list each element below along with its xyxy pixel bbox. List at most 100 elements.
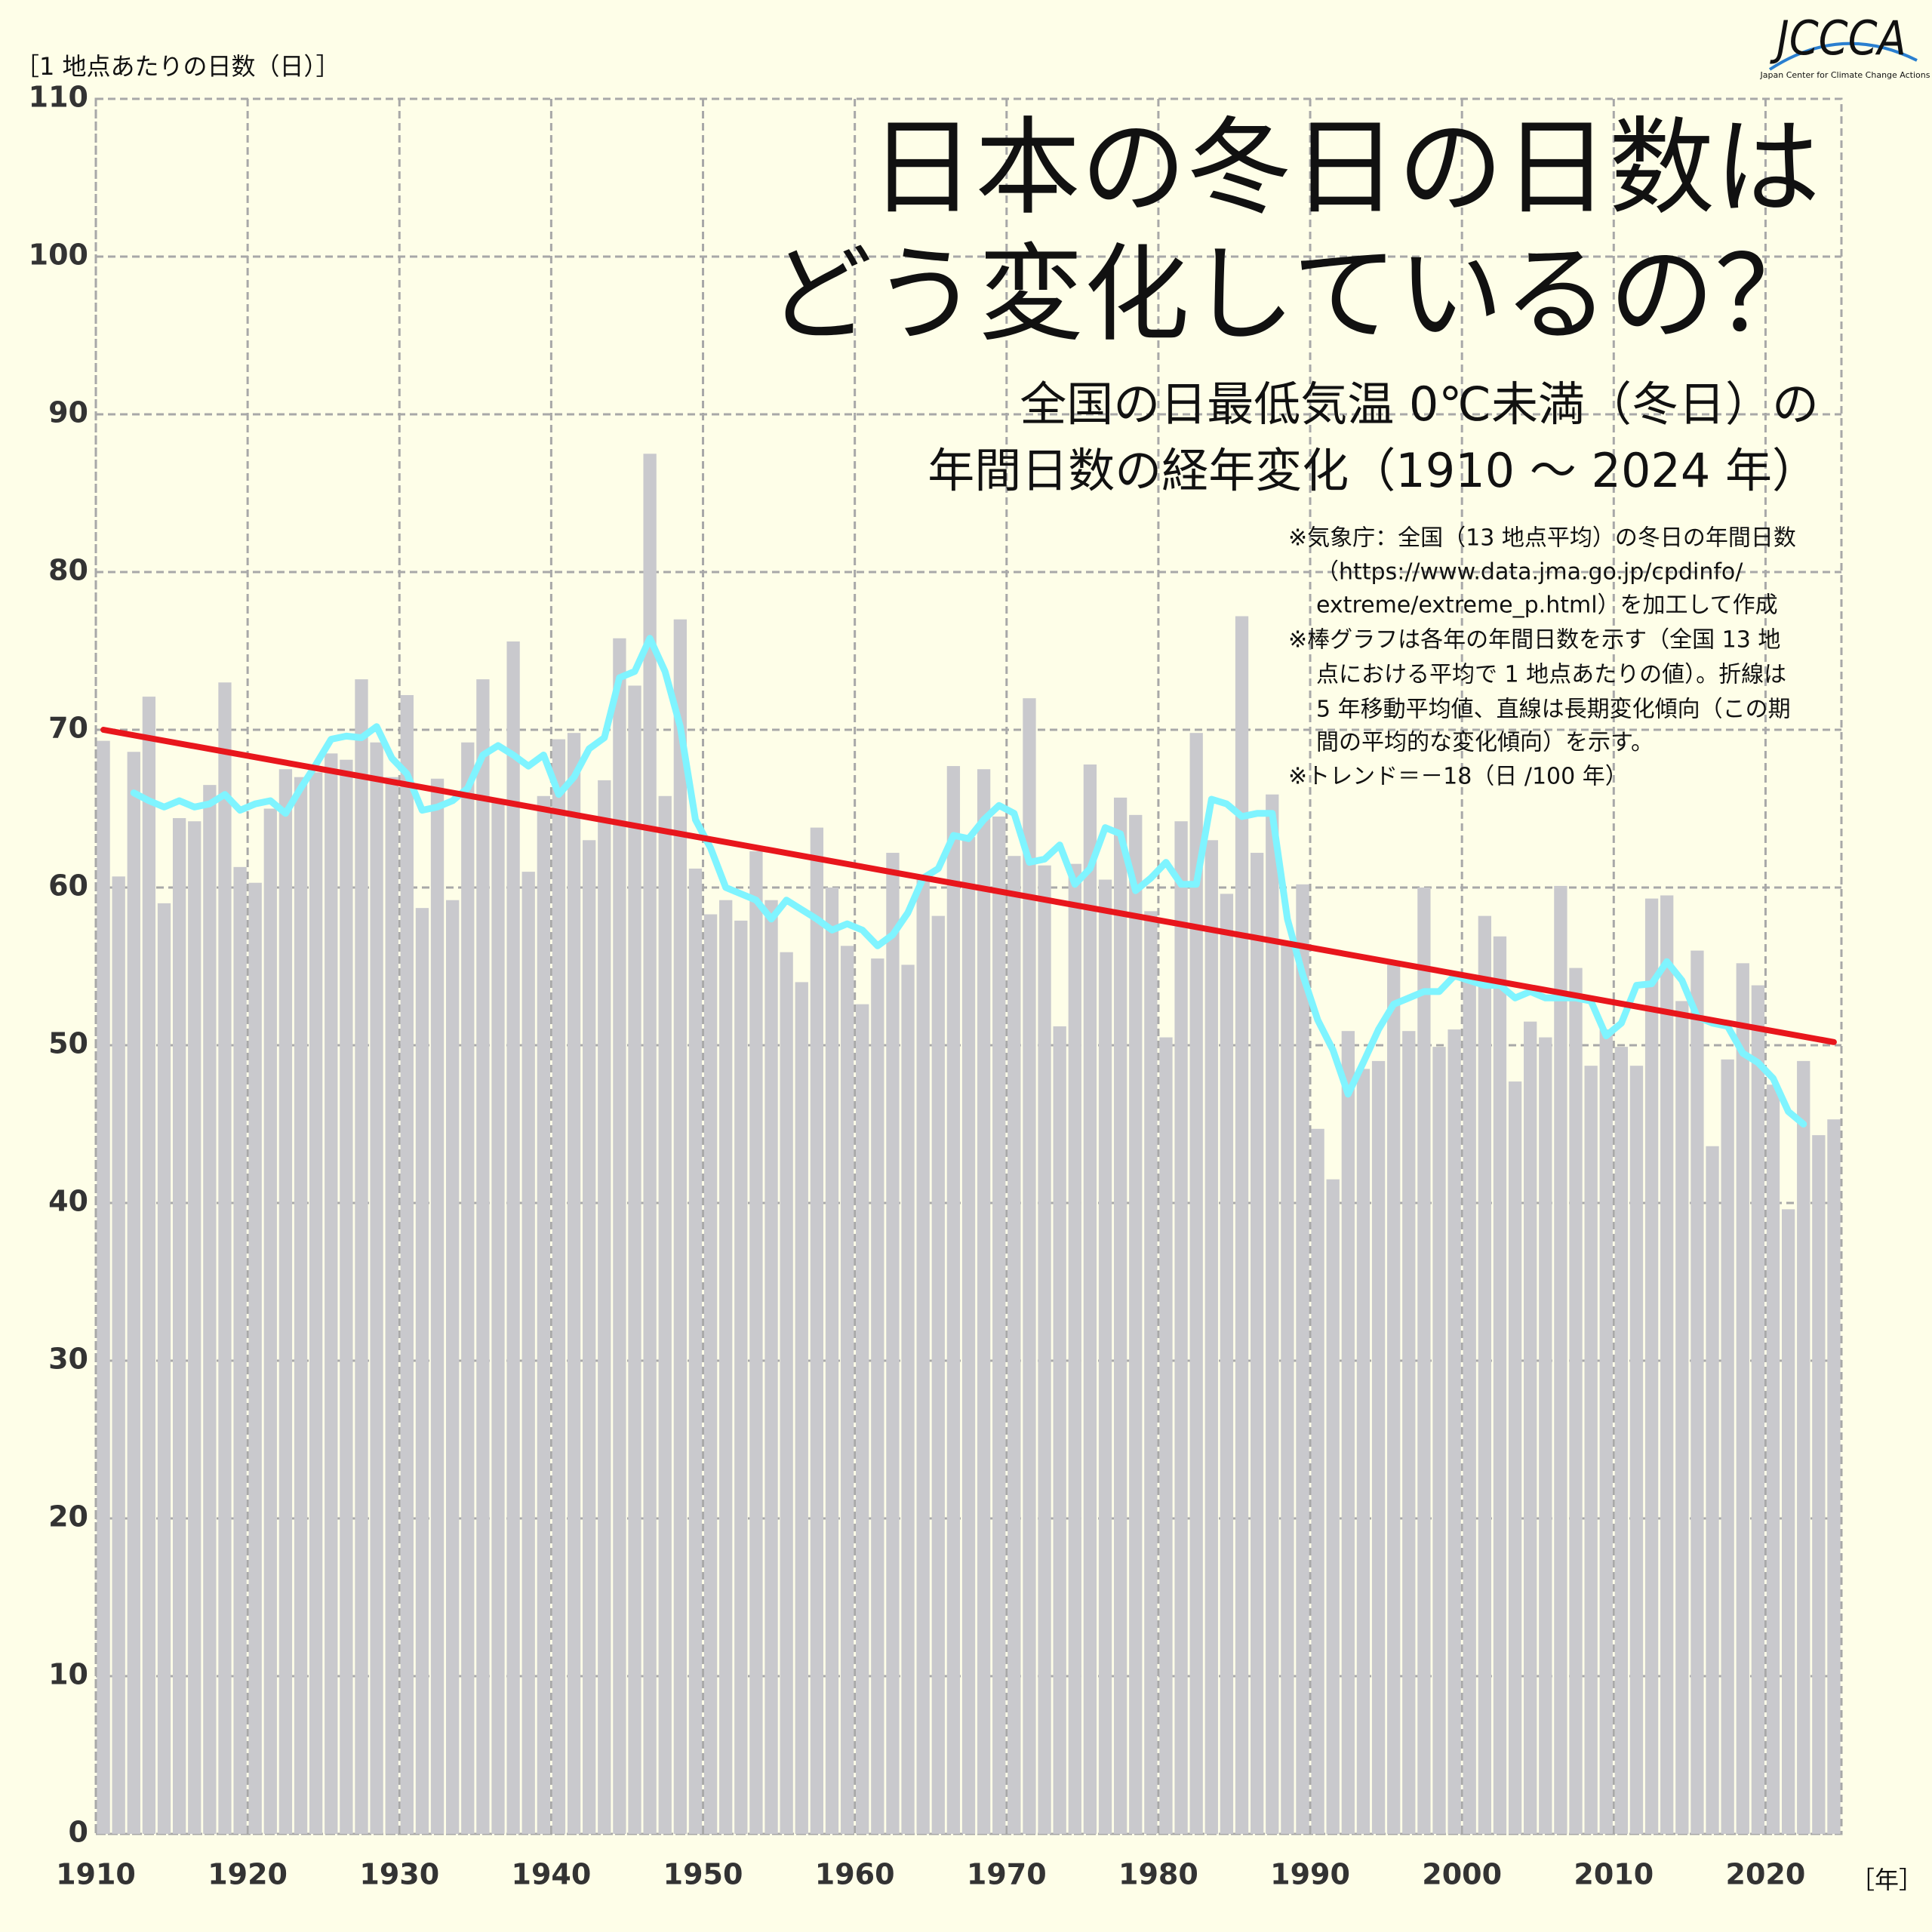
bar	[400, 695, 414, 1834]
x-tick-label: 1910	[56, 1858, 136, 1891]
y-tick-label: 100	[29, 238, 88, 272]
y-tick-label: 70	[48, 712, 88, 745]
bar	[795, 982, 808, 1834]
y-tick-label: 40	[48, 1185, 88, 1218]
bar	[1174, 821, 1188, 1834]
note-line: ※気象庁：全国（13 地点平均）の冬日の年間日数	[1288, 525, 1796, 552]
bar	[112, 876, 125, 1834]
bar	[1038, 865, 1051, 1834]
bar	[278, 769, 293, 1834]
y-tick-label: 0	[69, 1816, 88, 1849]
x-axis-label: ［年］	[1850, 1866, 1923, 1894]
subtitle: 全国の日最低気温 0℃未満（冬日）の 年間日数の経年変化（1910 ～ 2024…	[928, 377, 1819, 498]
y-tick-label: 110	[29, 81, 88, 114]
bar	[370, 742, 383, 1834]
bar	[1326, 1179, 1340, 1834]
bar	[1447, 1029, 1461, 1834]
bar	[886, 853, 900, 1834]
note-line: （https://www.data.jma.go.jp/cpdinfo/	[1316, 559, 1743, 586]
bar	[1417, 888, 1431, 1834]
bar	[218, 682, 232, 1834]
bar	[142, 697, 156, 1834]
bar	[1432, 1047, 1446, 1834]
bar	[1220, 894, 1234, 1834]
bar	[1341, 1031, 1355, 1834]
bar	[749, 851, 763, 1834]
bar	[1524, 1021, 1537, 1834]
bar	[188, 821, 202, 1834]
bar	[491, 801, 505, 1834]
x-tick-label: 1940	[512, 1858, 592, 1891]
bar	[1827, 1119, 1841, 1834]
bar	[446, 900, 460, 1834]
bar	[1721, 1059, 1734, 1834]
y-tick-label: 20	[48, 1500, 88, 1534]
bar	[203, 785, 217, 1834]
bar	[1144, 911, 1158, 1834]
note-line: extreme/extreme_p.html）を加工して作成	[1316, 592, 1778, 619]
bar	[1781, 1209, 1795, 1834]
bar	[901, 964, 915, 1834]
y-tick-label: 90	[48, 396, 88, 429]
bar	[583, 840, 596, 1834]
bar	[355, 679, 368, 1834]
bar	[1478, 915, 1491, 1834]
bar	[628, 685, 641, 1834]
title-line: 日本の冬日の日数は	[869, 107, 1820, 230]
bars	[97, 454, 1841, 1835]
bar	[552, 739, 566, 1834]
note-line: 5 年移動平均値、直線は長期変化傾向（この期	[1316, 697, 1791, 723]
y-tick-label: 50	[48, 1027, 88, 1060]
x-tick-label: 1980	[1118, 1858, 1198, 1891]
bar	[506, 641, 520, 1835]
x-tick-label: 1920	[208, 1858, 288, 1891]
bar	[1629, 1066, 1644, 1834]
bar	[1584, 1066, 1598, 1834]
bar	[598, 780, 611, 1834]
note-line: 間の平均的な変化傾向）を示す。	[1316, 730, 1654, 756]
logo-arc	[1768, 42, 1918, 71]
title-line: どう変化しているの？	[767, 234, 1820, 357]
bar	[673, 619, 688, 1835]
notes: ※気象庁：全国（13 地点平均）の冬日の年間日数 （https://www.dat…	[1288, 525, 1796, 790]
bar	[931, 915, 945, 1834]
bar	[1023, 698, 1036, 1835]
note-line: ※棒グラフは各年の年間日数を示す（全国 13 地	[1288, 627, 1780, 654]
x-tick-label: 1970	[967, 1858, 1047, 1891]
bar	[1614, 1047, 1629, 1834]
bar	[1508, 1081, 1522, 1834]
bar	[521, 872, 535, 1834]
bar	[961, 837, 976, 1834]
bar	[1083, 764, 1097, 1834]
logo-subtext: Japan Center for Climate Change Actions	[1760, 70, 1930, 80]
x-tick-label: 1960	[815, 1858, 895, 1891]
bar	[1812, 1135, 1826, 1834]
bar	[734, 920, 748, 1834]
bar	[1644, 898, 1659, 1834]
bar	[1569, 968, 1583, 1834]
bar	[1053, 1026, 1066, 1834]
x-tick-label: 1950	[663, 1858, 743, 1891]
ticks: 0 10 20 30 40 50 60 70 80 90 100 110 1910 1920 1930 194…	[29, 81, 1806, 1891]
bar	[1204, 840, 1218, 1834]
bar	[871, 958, 884, 1834]
y-tick-label: 10	[48, 1658, 88, 1691]
title: 日本の冬日の日数は どう変化しているの？	[767, 107, 1820, 357]
bar	[643, 454, 657, 1834]
bar	[1068, 863, 1081, 1834]
bar	[157, 903, 171, 1834]
bar	[1098, 879, 1112, 1834]
bar	[1387, 964, 1401, 1834]
x-tick-label: 1930	[359, 1858, 439, 1891]
bar	[1189, 733, 1203, 1835]
bar	[856, 1004, 869, 1834]
logo: JCCCA Japan Center for Climate Change Ac…	[1760, 11, 1930, 80]
y-tick-label: 60	[48, 869, 88, 903]
bar	[1539, 1037, 1552, 1834]
bar	[233, 866, 247, 1834]
subtitle-line: 全国の日最低気温 0℃未満（冬日）の	[1020, 377, 1819, 432]
bar	[1660, 895, 1674, 1834]
bar	[1281, 943, 1294, 1834]
bar	[658, 795, 672, 1834]
